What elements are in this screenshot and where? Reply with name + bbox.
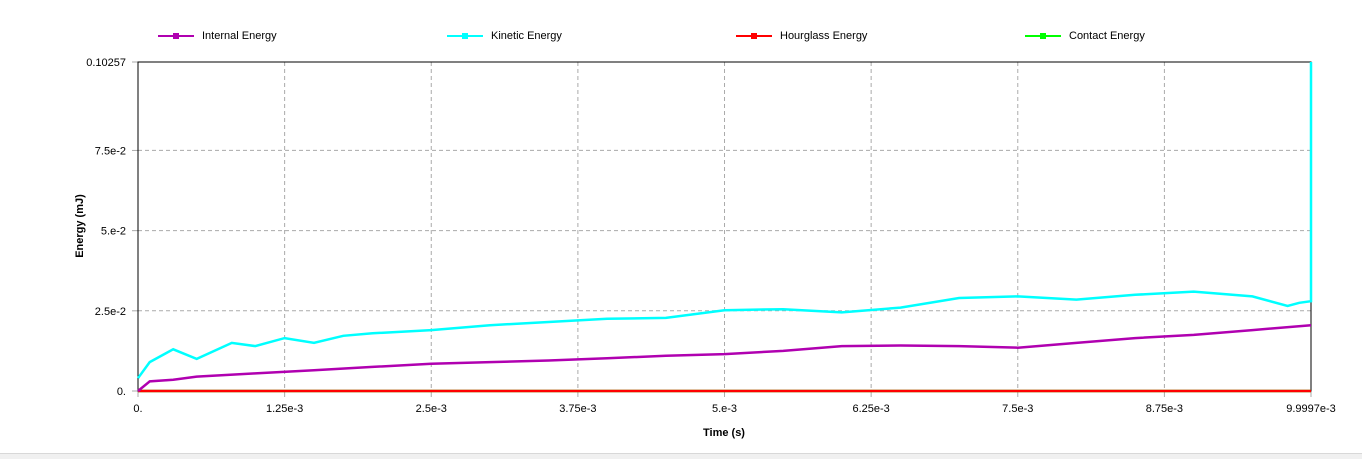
- legend-swatch: [447, 33, 483, 39]
- x-tick-label: 0.: [133, 403, 142, 415]
- x-tick-label: 3.75e-3: [559, 403, 596, 415]
- x-tick-label: 5.e-3: [712, 403, 737, 415]
- series-kinetic-energy: [136, 62, 1313, 379]
- x-tick-label: 9.9997e-3: [1286, 403, 1336, 415]
- x-tick-label: 1.25e-3: [266, 403, 303, 415]
- x-tick-label: 7.5e-3: [1002, 403, 1033, 415]
- series-internal-energy: [137, 323, 1312, 392]
- y-axis-label: Energy (mJ): [74, 194, 86, 258]
- legend-kinetic-energy[interactable]: Kinetic Energy: [447, 30, 562, 42]
- y-tick-label: 7.5e-2: [95, 145, 126, 157]
- legend-label: Hourglass Energy: [780, 30, 868, 42]
- legend-internal-energy[interactable]: Internal Energy: [158, 30, 277, 42]
- legend-label: Kinetic Energy: [491, 30, 562, 42]
- legend-swatch: [736, 33, 772, 39]
- y-tick-label: 5.e-2: [101, 226, 126, 238]
- legend-swatch: [1025, 33, 1061, 39]
- y-tick-label: 0.: [117, 386, 126, 398]
- legend-swatch: [158, 33, 194, 39]
- y-tick-label: 0.10257: [86, 57, 126, 69]
- x-tick-label: 8.75e-3: [1146, 403, 1183, 415]
- legend-label: Internal Energy: [202, 30, 277, 42]
- x-tick-label: 2.5e-3: [416, 403, 447, 415]
- legend-hourglass-energy[interactable]: Hourglass Energy: [736, 30, 867, 42]
- y-tick-label: 2.5e-2: [95, 306, 126, 318]
- x-axis-label: Time (s): [703, 427, 745, 439]
- legend-contact-energy[interactable]: Contact Energy: [1025, 30, 1145, 42]
- x-tick-label: 6.25e-3: [852, 403, 889, 415]
- legend-label: Contact Energy: [1069, 30, 1145, 42]
- bottom-scrollbar[interactable]: [0, 453, 1362, 459]
